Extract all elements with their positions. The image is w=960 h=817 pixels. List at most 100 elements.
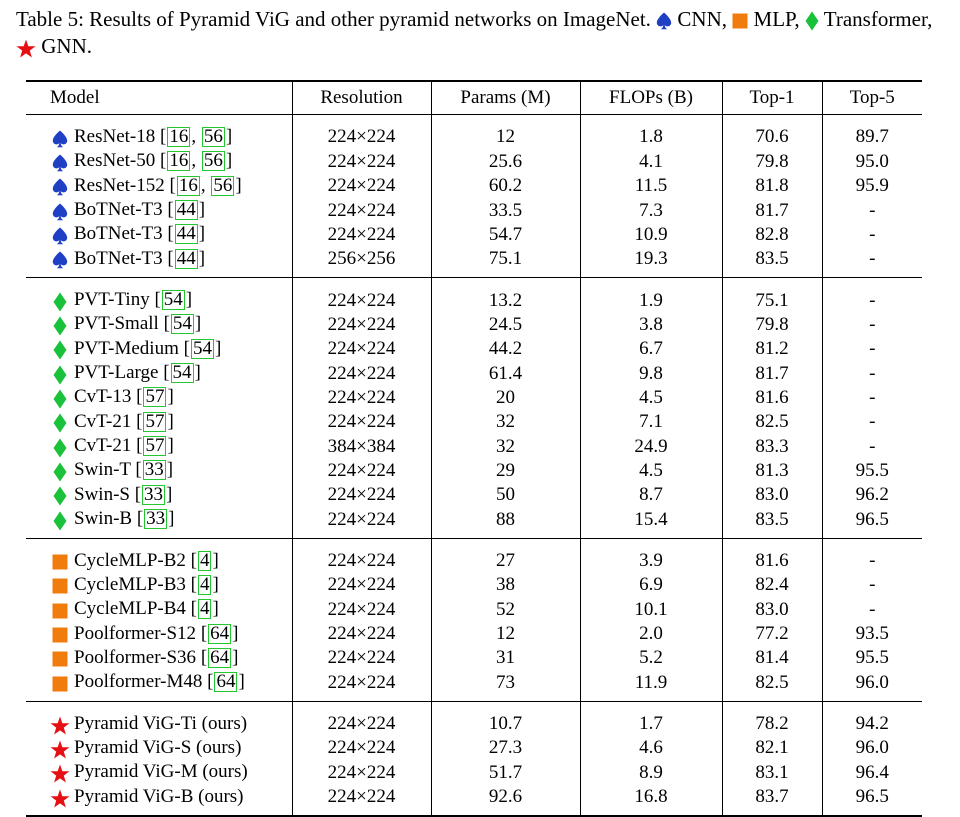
citation-link[interactable]: 54 [161, 289, 185, 311]
top1-cell: 81.3 [722, 458, 823, 483]
flops-cell: 6.7 [580, 336, 723, 362]
table-header: Model Resolution Params (M) FLOPs (B) To… [26, 81, 922, 115]
diamond-icon [50, 362, 70, 385]
resolution-cell: 224×224 [292, 597, 432, 622]
citation-link[interactable]: 4 [197, 598, 212, 620]
top1-cell: 82.5 [722, 670, 823, 702]
model-name: PVT-Tiny [74, 289, 150, 311]
diamond-icon [805, 11, 819, 31]
square-icon [50, 671, 70, 694]
diamond-icon [50, 459, 70, 482]
spade-icon [50, 126, 70, 149]
top5-cell: 96.0 [855, 671, 889, 693]
table-row: Poolformer-S36 [64] 224×224 31 5.2 81.4 95.5 [26, 645, 922, 671]
citation-link[interactable]: 57 [143, 435, 167, 457]
top1-cell: 81.6 [722, 385, 823, 410]
citation-link[interactable]: 56 [201, 126, 225, 147]
citation-link[interactable]: 44 [174, 199, 198, 221]
top5-cell: - [869, 598, 876, 620]
resolution-cell: 256×256 [292, 246, 432, 278]
citation-link[interactable]: 16 [176, 174, 200, 196]
table-row: Swin-B [33] 224×224 88 15.4 83.5 96.5 [26, 507, 922, 538]
table-row: CycleMLP-B4 [4] 224×224 52 10.1 83.0 - [26, 597, 922, 622]
table-row: ResNet-50 [16, 56] 224×224 25.6 4.1 79.8 95.0 [26, 149, 922, 174]
resolution-cell: 224×224 [292, 458, 432, 483]
params-cell: 52 [431, 597, 581, 622]
citation-link[interactable]: 56 [201, 150, 225, 172]
star-icon [50, 786, 70, 809]
model-cell: BoTNet-T3 [44] [26, 222, 293, 247]
citation-link[interactable]: 54 [170, 362, 194, 384]
legend-label: MLP, [753, 7, 800, 31]
diamond-icon [50, 435, 70, 458]
top1-cell: 83.0 [722, 597, 823, 622]
params-cell: 75.1 [431, 246, 581, 278]
flops-cell: 1.7 [580, 701, 723, 736]
citation-link[interactable]: 44 [174, 223, 198, 245]
legend-item: CNN, [656, 7, 727, 31]
model-cell: BoTNet-T3 [44] [26, 246, 293, 278]
citation-link[interactable]: 57 [143, 386, 167, 408]
citation-link[interactable]: 64 [214, 671, 238, 693]
diamond-icon [50, 289, 70, 312]
model-name: Pyramid ViG-B (ours) [74, 785, 244, 807]
resolution-cell: 224×224 [292, 735, 432, 761]
square-icon [50, 622, 70, 645]
model-cell: ResNet-152 [16, 56] [26, 173, 293, 199]
resolution-cell: 224×224 [292, 222, 432, 247]
square-icon [50, 647, 70, 670]
citation-link[interactable]: 64 [208, 622, 232, 644]
model-name: Swin-T [74, 459, 131, 481]
resolution-cell: 224×224 [292, 149, 432, 174]
model-cell: Pyramid ViG-S (ours) [26, 735, 293, 761]
citation-link[interactable]: 57 [143, 410, 167, 432]
citation-link[interactable]: 44 [174, 247, 198, 269]
params-cell: 13.2 [431, 277, 581, 313]
top1-cell: 81.7 [722, 361, 823, 386]
citation-link[interactable]: 33 [142, 483, 166, 505]
citation-link[interactable]: 4 [197, 549, 212, 571]
top1-cell: 83.7 [722, 784, 823, 816]
params-cell: 61.4 [431, 361, 581, 386]
square-icon [732, 13, 748, 29]
citation-link[interactable]: 16 [167, 126, 191, 147]
table-group: Pyramid ViG-Ti (ours) 224×224 10.7 1.7 78.2 9… [26, 701, 922, 816]
citation-link[interactable]: 54 [190, 337, 214, 359]
square-icon [50, 598, 70, 621]
params-cell: 27 [431, 538, 581, 573]
diamond-icon [50, 313, 70, 336]
resolution-cell: 224×224 [292, 507, 432, 538]
table-row: PVT-Small [54] 224×224 24.5 3.8 79.8 - [26, 312, 922, 337]
top1-cell: 77.2 [722, 621, 823, 646]
model-cell: Pyramid ViG-Ti (ours) [26, 701, 293, 736]
top1-cell: 81.8 [722, 173, 823, 199]
top5-cell: 96.5 [855, 508, 889, 530]
citation-link[interactable]: 16 [167, 150, 191, 172]
flops-cell: 10.9 [580, 222, 723, 247]
model-cell: Pyramid ViG-B (ours) [26, 784, 293, 816]
resolution-cell: 224×224 [292, 784, 432, 816]
model-cell: BoTNet-T3 [44] [26, 198, 293, 223]
top1-cell: 83.0 [722, 482, 823, 508]
flops-cell: 4.5 [580, 458, 723, 483]
table-row: ResNet-152 [16, 56] 224×224 60.2 11.5 81.8 95… [26, 173, 922, 199]
top5-cell: 95.5 [855, 459, 889, 481]
citation-link[interactable]: 33 [142, 459, 166, 481]
flops-cell: 9.8 [580, 361, 723, 386]
model-name: PVT-Medium [74, 337, 179, 359]
model-cell: Swin-T [33] [26, 458, 293, 483]
diamond-icon [50, 484, 70, 507]
citation-link[interactable]: 56 [211, 174, 235, 196]
citation-link[interactable]: 4 [197, 573, 212, 595]
citation-link[interactable]: 54 [170, 313, 194, 335]
flops-cell: 19.3 [580, 246, 723, 278]
citation-link[interactable]: 33 [144, 508, 168, 530]
table-row: CvT-21 [57] 224×224 32 7.1 82.5 - [26, 409, 922, 435]
top1-cell: 82.8 [722, 222, 823, 247]
model-cell: CvT-21 [57] [26, 409, 293, 435]
diamond-icon [50, 411, 70, 434]
params-cell: 54.7 [431, 222, 581, 247]
citation-link[interactable]: 64 [208, 646, 232, 668]
diamond-icon [50, 338, 70, 361]
table-row: BoTNet-T3 [44] 224×224 33.5 7.3 81.7 - [26, 198, 922, 223]
